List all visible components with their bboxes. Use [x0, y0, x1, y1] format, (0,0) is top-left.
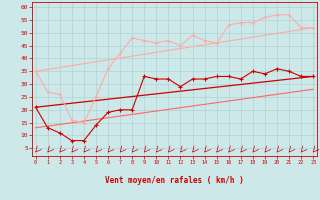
X-axis label: Vent moyen/en rafales ( km/h ): Vent moyen/en rafales ( km/h )	[105, 176, 244, 185]
